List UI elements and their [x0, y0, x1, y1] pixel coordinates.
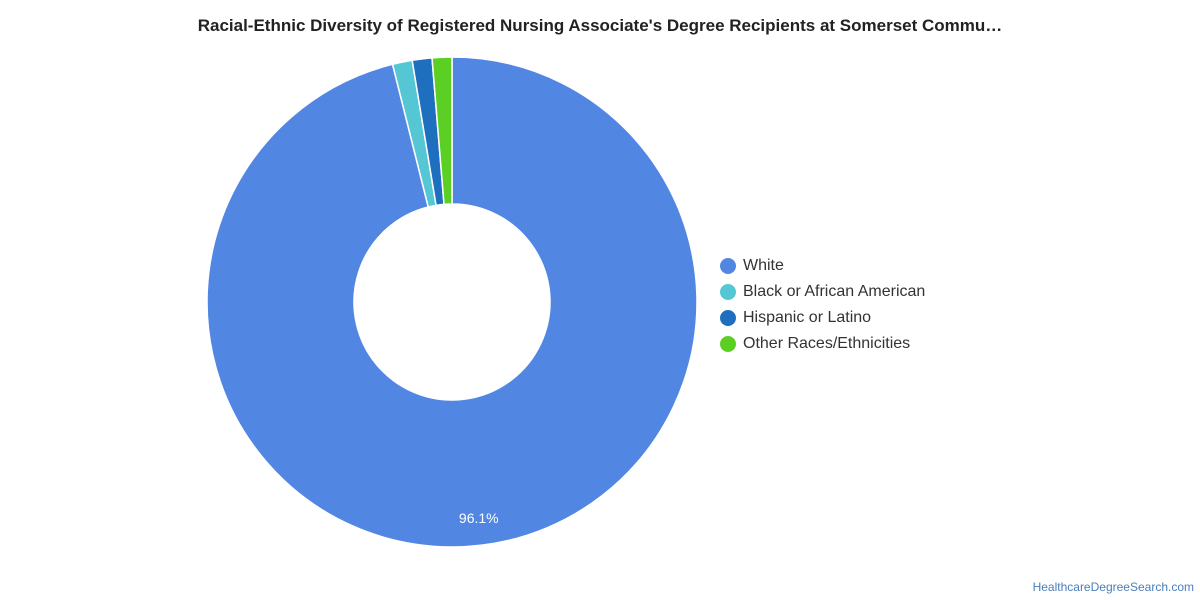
legend-swatch — [720, 310, 736, 326]
donut-slices — [206, 56, 698, 548]
donut-slice-white[interactable] — [206, 56, 698, 548]
chart-legend: White Black or African American Hispanic o… — [720, 253, 925, 357]
chart-title: Racial-Ethnic Diversity of Registered Nu… — [197, 16, 1003, 35]
legend-item-white[interactable]: White — [720, 253, 925, 279]
legend-item-hispanic-or-latino[interactable]: Hispanic or Latino — [720, 305, 925, 331]
legend-item-black-or-african-american[interactable]: Black or African American — [720, 279, 925, 305]
donut-slice-other-races-ethnicities[interactable] — [431, 56, 453, 206]
legend-item-other-races-ethnicities[interactable]: Other Races/Ethnicities — [720, 331, 925, 357]
legend-label: Black or African American — [743, 283, 926, 300]
legend-swatch — [720, 284, 736, 300]
donut-data-labels: 96.1% — [459, 510, 499, 526]
source-link[interactable]: HealthcareDegreeSearch.com — [1032, 580, 1194, 594]
legend-label: White — [743, 257, 784, 274]
legend-swatch — [720, 258, 736, 274]
legend-label: Hispanic or Latino — [743, 309, 872, 326]
legend-swatch — [720, 336, 736, 352]
legend-label: Other Races/Ethnicities — [743, 335, 911, 352]
data-label-white: 96.1% — [459, 510, 499, 526]
